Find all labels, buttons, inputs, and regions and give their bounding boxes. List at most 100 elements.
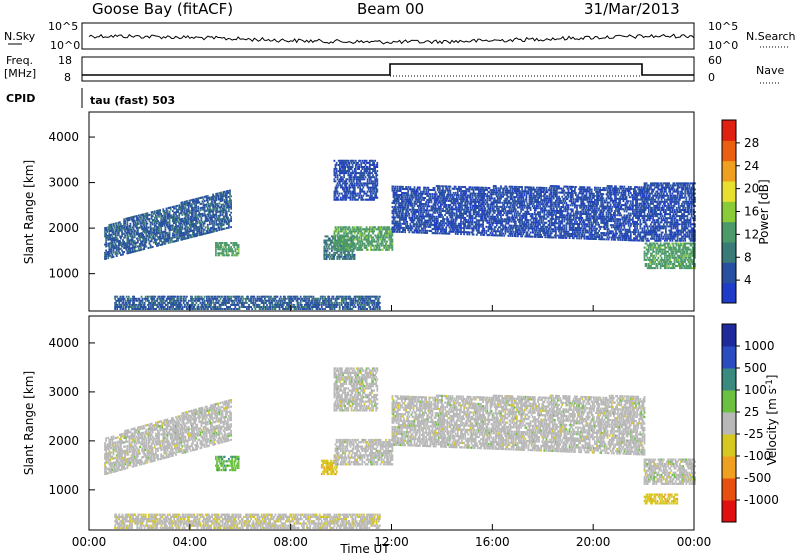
echo-cell (206, 199, 209, 202)
echo-cell (417, 217, 420, 220)
echo-cell (139, 234, 141, 237)
echo-cell (160, 221, 163, 224)
echo-cell (164, 220, 167, 223)
echo-cell (420, 207, 422, 210)
echo-cell (365, 248, 368, 251)
echo-cell (347, 168, 350, 170)
echo-cell (367, 236, 370, 239)
echo-cell (341, 234, 343, 237)
echo-cell (439, 201, 441, 204)
echo-cell (107, 242, 110, 245)
echo-cell (471, 219, 474, 222)
echo-cell (126, 240, 129, 242)
echo-cell (434, 203, 437, 206)
echo-cell (481, 229, 483, 232)
echo-cell (471, 229, 474, 232)
echo-cell (326, 255, 329, 258)
echo-cell (160, 219, 163, 222)
echo-cell (488, 234, 491, 237)
echo-cell (490, 189, 493, 192)
echo-cell (176, 229, 178, 232)
echo-cell (500, 197, 502, 200)
echo-cell (335, 244, 338, 247)
echo-cell (171, 226, 174, 229)
echo-cell (192, 215, 194, 218)
echo-cell (487, 187, 490, 189)
echo-cell (359, 186, 361, 189)
echo-cell (119, 225, 121, 228)
echo-cell (416, 225, 419, 228)
echo-cell (404, 198, 406, 201)
echo-cell (175, 207, 177, 210)
echo-cell (338, 159, 341, 162)
echo-cell (181, 207, 184, 210)
echo-cell (207, 205, 210, 208)
echo-cell (506, 189, 509, 192)
echo-cell (406, 204, 409, 207)
echo-cell (356, 176, 358, 179)
echo-cell (518, 214, 520, 217)
echo-cell (229, 197, 231, 200)
echo-cell (402, 188, 404, 190)
echo-cell (455, 187, 458, 190)
echo-cell (377, 236, 380, 239)
echo-cell (220, 228, 223, 231)
echo-cell (416, 217, 419, 220)
noise-right-tick-top: 10^5 (708, 20, 738, 33)
echo-cell (325, 245, 328, 248)
echo-cell (364, 246, 367, 249)
echo-cell (363, 159, 366, 162)
echo-cell (127, 245, 130, 248)
echo-cell (226, 248, 229, 251)
echo-cell (509, 189, 512, 192)
echo-cell (217, 246, 219, 249)
echo-cell (427, 211, 430, 214)
echo-cell (139, 226, 141, 229)
echo-cell (385, 242, 387, 245)
echo-cell (117, 246, 120, 249)
echo-cell (145, 216, 148, 219)
echo-cell (456, 198, 459, 201)
echo-cell (517, 235, 519, 238)
echo-cell (203, 204, 206, 207)
echo-cell (347, 174, 350, 177)
echo-cell (382, 246, 385, 249)
echo-cell (217, 217, 220, 219)
echo-cell (446, 210, 449, 213)
echo-cell (462, 196, 464, 199)
echo-cell (353, 253, 356, 256)
echo-cell (105, 255, 107, 258)
echo-cell (439, 205, 441, 208)
echo-cell (168, 225, 171, 228)
echo-cell (434, 230, 437, 233)
echo-cell (507, 206, 510, 209)
echo-cell (435, 222, 438, 224)
echo-cell (365, 244, 368, 247)
echo-cell (107, 226, 110, 229)
echo-cell (143, 225, 146, 228)
echo-cell (502, 208, 504, 210)
echo-cell (350, 172, 353, 175)
echo-cell (196, 199, 199, 202)
echo-cell (429, 229, 432, 232)
echo-cell (131, 238, 134, 241)
echo-cell (343, 170, 345, 173)
echo-cell (141, 236, 143, 239)
echo-cell (531, 200, 534, 203)
echo-cell (447, 232, 450, 235)
echo-cell (219, 248, 222, 251)
echo-cell (422, 190, 424, 193)
echo-cell (364, 159, 367, 162)
echo-cell (393, 226, 396, 229)
echo-cell (457, 228, 460, 231)
echo-cell (454, 202, 457, 205)
echo-cell (200, 206, 203, 209)
echo-cell (473, 225, 476, 228)
echo-cell (137, 231, 139, 234)
echo-cell (188, 201, 191, 204)
echo-cell (360, 172, 363, 175)
echo-cell (418, 221, 421, 224)
echo-cell (494, 234, 497, 237)
echo-cell (489, 199, 492, 202)
echo-cell (423, 225, 425, 228)
